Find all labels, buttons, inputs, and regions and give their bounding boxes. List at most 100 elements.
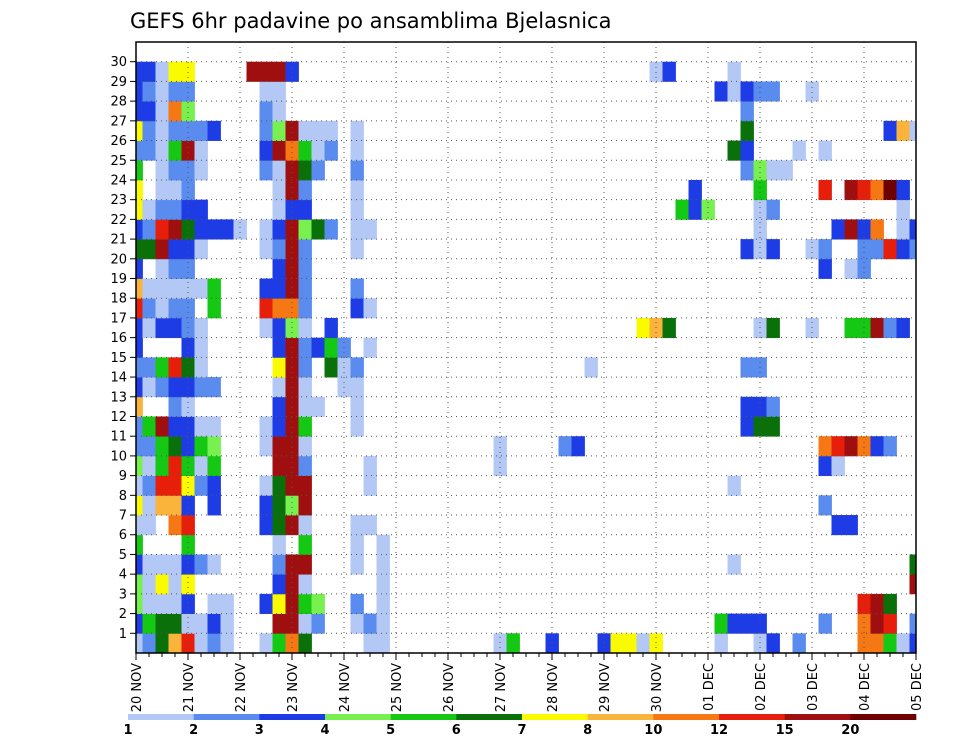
- heatmap-cell: [753, 219, 767, 240]
- heatmap-cell: [272, 554, 286, 575]
- heatmap-cell: [857, 613, 871, 634]
- x-tick-label: 27 NOV: [494, 663, 509, 712]
- heatmap-cell: [818, 455, 832, 477]
- heatmap-cell: [298, 278, 312, 299]
- y-tick-label: 26: [110, 134, 127, 149]
- heatmap-cell: [194, 416, 208, 437]
- heatmap-cell: [136, 239, 143, 260]
- x-tick-label: 21 NOV: [182, 663, 197, 712]
- heatmap-cell: [168, 574, 182, 595]
- heatmap-cell: [285, 219, 299, 240]
- heatmap-cell: [259, 239, 273, 260]
- heatmap-cell: [181, 495, 195, 516]
- heatmap-cell: [168, 298, 182, 319]
- heatmap-cell: [896, 120, 910, 141]
- heatmap-cell: [155, 436, 169, 457]
- heatmap-cell: [298, 475, 312, 496]
- heatmap-cell: [649, 61, 663, 82]
- colorbar-swatch: [259, 714, 326, 720]
- heatmap-cell: [142, 495, 156, 516]
- heatmap-cell: [701, 199, 715, 220]
- heatmap-cell: [136, 475, 143, 496]
- heatmap-cell: [350, 613, 364, 634]
- y-tick-label: 6: [119, 528, 127, 543]
- heatmap-cell: [136, 120, 143, 141]
- heatmap-cell: [272, 239, 286, 260]
- heatmap-cell: [298, 377, 312, 398]
- heatmap-cell: [883, 593, 897, 614]
- heatmap-cell: [285, 61, 299, 82]
- heatmap-cell: [766, 81, 780, 102]
- heatmap-cell: [324, 337, 338, 358]
- heatmap-cell: [714, 81, 728, 102]
- x-tick-label: 02 DEC: [754, 663, 769, 711]
- y-tick-label: 2: [119, 607, 127, 622]
- heatmap-cell: [142, 416, 156, 437]
- plot-frame: [135, 41, 917, 654]
- heatmap-cell: [155, 455, 169, 477]
- heatmap-cell: [168, 475, 182, 496]
- heatmap-cell: [285, 613, 299, 634]
- heatmap-cell: [870, 593, 884, 614]
- heatmap-cell: [136, 258, 143, 279]
- heatmap-cell: [168, 436, 182, 457]
- heatmap-cell: [766, 416, 780, 437]
- heatmap-cell: [376, 613, 390, 634]
- heatmap-cell: [272, 120, 286, 141]
- heatmap-cell: [272, 495, 286, 516]
- y-tick-label: 7: [119, 509, 127, 524]
- x-tick-label: 25 NOV: [390, 663, 405, 712]
- heatmap-cell: [766, 199, 780, 220]
- heatmap-cell: [142, 140, 156, 161]
- y-tick-label: 4: [119, 568, 127, 583]
- heatmap-cell: [142, 436, 156, 457]
- heatmap-cell: [142, 515, 156, 536]
- heatmap-cell: [909, 613, 917, 634]
- x-tick-label: 22 NOV: [234, 663, 249, 712]
- heatmap-cell: [727, 613, 741, 634]
- heatmap-cell: [259, 515, 273, 536]
- heatmap-cell: [298, 179, 312, 201]
- heatmap-cell: [259, 160, 273, 181]
- heatmap-cell: [272, 258, 286, 279]
- heatmap-cell: [272, 515, 286, 536]
- heatmap-cell: [155, 633, 169, 654]
- heatmap-cell: [805, 239, 819, 260]
- colorbar-label: 3: [255, 723, 264, 738]
- heatmap-cell: [740, 81, 754, 102]
- heatmap-cell: [363, 455, 377, 477]
- heatmap-cell: [136, 179, 143, 201]
- heatmap-cell: [298, 258, 312, 279]
- heatmap-cell: [155, 61, 169, 82]
- heatmap-cell: [136, 377, 143, 398]
- heatmap-cell: [259, 495, 273, 516]
- heatmap-cell: [194, 455, 208, 477]
- heatmap-cell: [363, 475, 377, 496]
- heatmap-cell: [311, 219, 325, 240]
- heatmap-cell: [181, 199, 195, 220]
- heatmap-cell: [136, 455, 143, 477]
- heatmap-cell: [285, 258, 299, 279]
- heatmap-cell: [350, 554, 364, 575]
- heatmap-cell: [136, 534, 143, 555]
- heatmap-cell: [298, 495, 312, 516]
- heatmap-cell: [896, 179, 910, 201]
- heatmap-cell: [818, 239, 832, 260]
- y-tick-label: 20: [110, 252, 127, 267]
- colorbar-label: 8: [583, 723, 592, 738]
- heatmap-cell: [376, 574, 390, 595]
- colorbar-label: 12: [710, 723, 728, 738]
- heatmap-cell: [857, 258, 871, 279]
- heatmap-cell: [136, 416, 143, 437]
- heatmap-cell: [207, 120, 221, 141]
- heatmap-cell: [168, 61, 182, 82]
- heatmap-cell: [259, 633, 273, 654]
- y-tick-label: 27: [110, 114, 127, 129]
- heatmap-cell: [727, 140, 741, 161]
- heatmap-cell: [259, 81, 273, 102]
- heatmap-cell: [753, 633, 767, 654]
- heatmap-cell: [272, 317, 286, 339]
- heatmap-cell: [220, 633, 234, 654]
- heatmap-cell: [272, 219, 286, 240]
- heatmap-cell: [844, 258, 858, 279]
